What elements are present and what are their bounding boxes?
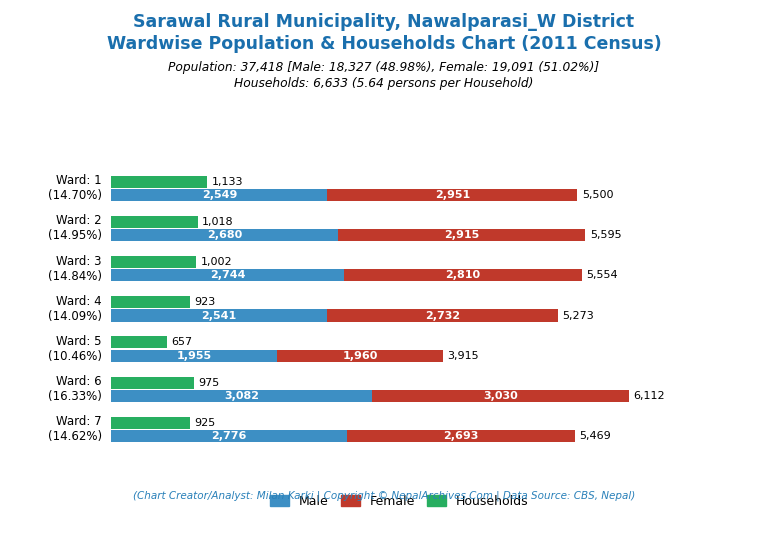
- Text: 2,810: 2,810: [445, 270, 480, 280]
- Text: Households: 6,633 (5.64 persons per Household): Households: 6,633 (5.64 persons per Hous…: [234, 77, 534, 90]
- Text: 657: 657: [172, 338, 193, 347]
- Text: 2,549: 2,549: [202, 190, 237, 200]
- Bar: [346, 430, 574, 442]
- Bar: [111, 377, 194, 389]
- Text: 925: 925: [194, 418, 216, 428]
- Legend: Male, Female, Households: Male, Female, Households: [265, 490, 534, 513]
- Text: 2,541: 2,541: [201, 310, 237, 321]
- Text: 3,082: 3,082: [224, 391, 260, 401]
- Text: 2,744: 2,744: [210, 270, 245, 280]
- Text: 1,955: 1,955: [177, 351, 212, 361]
- Text: Wardwise Population & Households Chart (2011 Census): Wardwise Population & Households Chart (…: [107, 35, 661, 53]
- Bar: [327, 189, 578, 201]
- Bar: [111, 349, 277, 362]
- Bar: [111, 256, 197, 268]
- Text: Population: 37,418 [Male: 18,327 (48.98%), Female: 19,091 (51.02%)]: Population: 37,418 [Male: 18,327 (48.98%…: [168, 61, 600, 74]
- Bar: [277, 349, 443, 362]
- Text: 1,960: 1,960: [343, 351, 378, 361]
- Bar: [326, 309, 558, 322]
- Bar: [111, 417, 190, 429]
- Text: 2,915: 2,915: [444, 230, 479, 240]
- Bar: [111, 229, 339, 241]
- Text: Sarawal Rural Municipality, Nawalparasi_W District: Sarawal Rural Municipality, Nawalparasi_…: [134, 13, 634, 32]
- Text: 5,554: 5,554: [587, 270, 618, 280]
- Bar: [372, 390, 629, 402]
- Bar: [344, 269, 582, 281]
- Bar: [111, 269, 344, 281]
- Text: 2,680: 2,680: [207, 230, 243, 240]
- Bar: [111, 176, 207, 188]
- Text: 2,732: 2,732: [425, 310, 460, 321]
- Bar: [339, 229, 585, 241]
- Text: 3,915: 3,915: [448, 351, 479, 361]
- Bar: [111, 189, 327, 201]
- Bar: [111, 216, 197, 228]
- Text: 5,595: 5,595: [590, 230, 621, 240]
- Text: 3,030: 3,030: [483, 391, 518, 401]
- Bar: [111, 309, 326, 322]
- Text: 2,951: 2,951: [435, 190, 470, 200]
- Text: 2,693: 2,693: [443, 431, 478, 441]
- Text: 1,133: 1,133: [212, 177, 243, 187]
- Bar: [111, 430, 346, 442]
- Text: 1,018: 1,018: [202, 217, 234, 227]
- Text: (Chart Creator/Analyst: Milan Karki | Copyright © NepalArchives.Com | Data Sourc: (Chart Creator/Analyst: Milan Karki | Co…: [133, 490, 635, 501]
- Text: 923: 923: [194, 297, 216, 307]
- Text: 5,469: 5,469: [579, 431, 611, 441]
- Text: 5,500: 5,500: [582, 190, 614, 200]
- Bar: [111, 337, 167, 348]
- Text: 2,776: 2,776: [211, 431, 247, 441]
- Bar: [111, 296, 190, 308]
- Text: 6,112: 6,112: [634, 391, 665, 401]
- Text: 975: 975: [199, 378, 220, 388]
- Text: 5,273: 5,273: [563, 310, 594, 321]
- Bar: [111, 390, 372, 402]
- Text: 1,002: 1,002: [201, 257, 233, 267]
